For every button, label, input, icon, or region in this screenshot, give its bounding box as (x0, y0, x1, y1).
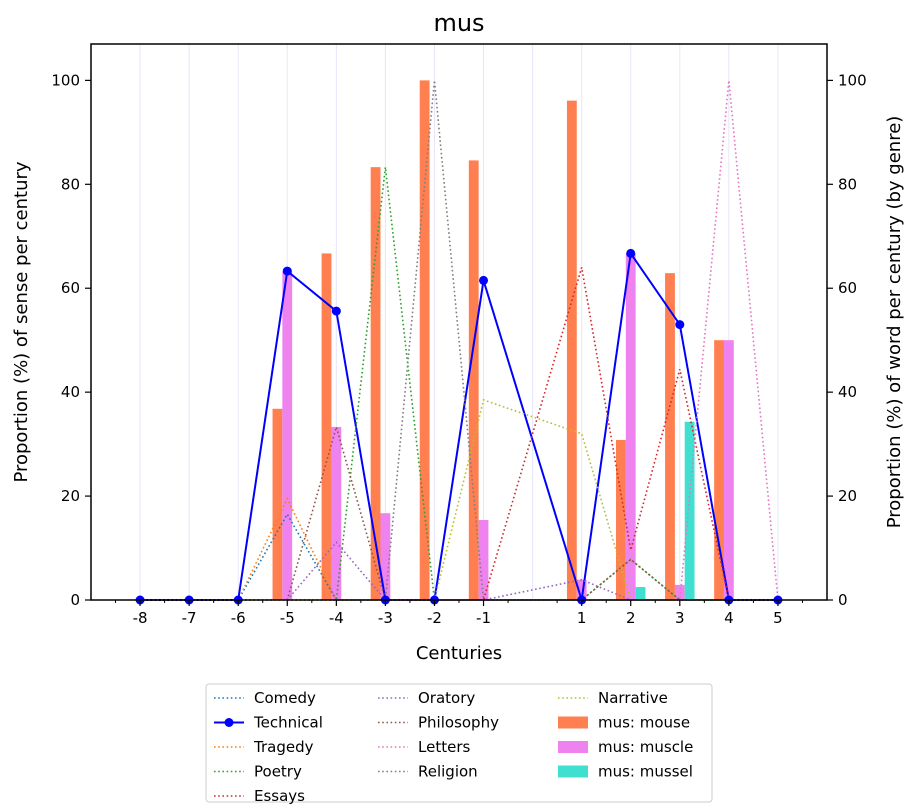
bar-mus-mouse (272, 408, 283, 600)
series-line-tragedy (140, 496, 778, 601)
x-tick-label: -3 (378, 609, 393, 627)
x-tick-label: -7 (182, 609, 197, 627)
legend-label-mus-mussel: mus: mussel (598, 763, 693, 781)
x-tick-label: -6 (231, 609, 246, 627)
bar-mus-mouse (566, 100, 577, 600)
bar-mus-mouse (616, 439, 626, 600)
series-line-poetry (140, 167, 778, 601)
x-tick-label: -4 (329, 609, 344, 627)
data-point-technical (626, 248, 636, 258)
x-tick-label: 4 (724, 609, 734, 627)
bar-mus-mussel (684, 421, 695, 600)
legend-label-technical: Technical (253, 714, 323, 732)
y-tick-label-right: 20 (838, 487, 857, 505)
legend-label-poetry: Poetry (254, 763, 302, 781)
bar-mus-muscle (380, 513, 391, 600)
bar-mus-mouse (665, 273, 675, 600)
y-tick-label-left: 40 (61, 383, 80, 401)
legend-label-mus-muscle: mus: muscle (598, 738, 693, 756)
legend: Comedy Technical Tragedy Poetry Essays Orator… (205, 683, 713, 805)
bar-mus-muscle (282, 271, 293, 600)
data-point-technical (479, 275, 489, 285)
legend-swatch-mus-mussel (558, 765, 588, 778)
y-axis-label-left: Proportion (%) of sense per century (11, 161, 32, 482)
y-tick-label-right: 0 (838, 591, 848, 609)
bars (272, 80, 734, 601)
series-line-philosophy (140, 424, 778, 601)
bar-mus-mouse (468, 160, 479, 601)
bar-mus-mouse (419, 80, 430, 600)
y-tick-label-left: 100 (51, 71, 80, 89)
y-tick-label-left: 60 (61, 279, 80, 297)
x-tick-label: -8 (133, 609, 148, 627)
legend-label-comedy: Comedy (254, 689, 316, 707)
legend-label-essays: Essays (254, 787, 305, 805)
y-tick-label-right: 100 (838, 71, 867, 89)
bar-mus-muscle (723, 340, 734, 600)
legend-swatch-mus-muscle (558, 741, 588, 753)
data-point-technical (282, 266, 292, 276)
x-tick-label: 5 (773, 609, 783, 627)
y-tick-label-left: 20 (61, 487, 80, 505)
legend-marker-technical (224, 718, 234, 727)
x-tick-label: 1 (577, 609, 587, 627)
x-tick-label: 3 (675, 609, 685, 627)
x-axis-label: Centuries (416, 643, 502, 664)
bar-mus-muscle (478, 519, 489, 600)
series-line-narrative (140, 398, 778, 601)
legend-label-narrative: Narrative (598, 689, 668, 707)
bar-mus-muscle (331, 426, 342, 600)
y-tick-label-right: 60 (838, 279, 857, 297)
y-tick-label-left: 80 (61, 175, 80, 193)
y-axis-label-right: Proportion (%) of word per century (by g… (884, 116, 905, 529)
y-tick-label-right: 40 (838, 383, 857, 401)
x-tick-label: -2 (427, 609, 442, 627)
legend-label-philosophy: Philosophy (418, 714, 499, 732)
bar-mus-mouse (714, 340, 724, 600)
x-tick-label: 2 (626, 609, 636, 627)
axes: -8 -7 -6 -5 -4 -3 -2 -1 1 2 3 4 5 0 20 40 60 80 100 0 20 40 60… (51, 43, 867, 627)
legend-label-letters: Letters (418, 738, 470, 756)
bar-mus-mouse (321, 253, 332, 600)
data-point-technical (331, 306, 341, 316)
legend-label-oratory: Oratory (418, 689, 475, 707)
bar-mus-mouse (370, 167, 381, 600)
x-tick-label: -1 (476, 609, 491, 627)
data-point-technical (675, 320, 685, 330)
x-tick-label: -5 (280, 609, 295, 627)
legend-label-religion: Religion (418, 763, 478, 781)
bar-mus-muscle (625, 253, 636, 600)
bar-mus-mussel (635, 587, 646, 600)
y-tick-label-right: 80 (838, 175, 857, 193)
legend-swatch-mus-mouse (558, 716, 588, 729)
legend-label-mus-mouse: mus: mouse (598, 714, 690, 732)
chart-title: mus (433, 9, 484, 37)
series-line-technical (140, 250, 778, 601)
bar-mus-muscle (576, 579, 587, 600)
y-tick-label-left: 0 (70, 591, 80, 609)
legend-label-tragedy: Tragedy (253, 738, 314, 756)
